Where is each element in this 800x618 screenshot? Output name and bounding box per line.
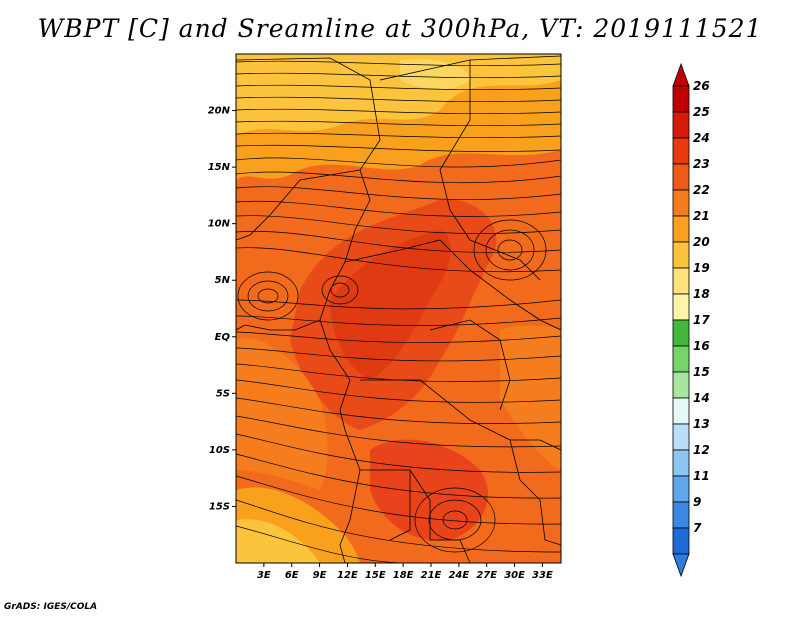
longitude-axis: 3E 6E 9E 12E 15E 18E 21E 24E 27E 30E 33E bbox=[257, 563, 553, 581]
colorbar-label: 19 bbox=[693, 261, 710, 275]
lon-tick-label: 24E bbox=[448, 570, 469, 581]
colorbar-swatch bbox=[672, 371, 690, 399]
colorbar-label: 14 bbox=[693, 391, 710, 405]
colorbar-label: 16 bbox=[693, 339, 710, 353]
plot-frame bbox=[235, 53, 562, 564]
lon-tick-label: 9E bbox=[313, 570, 327, 581]
colorbar-label: 21 bbox=[693, 209, 710, 223]
streamlines bbox=[236, 60, 561, 563]
country-borders bbox=[236, 55, 561, 563]
grads-credit: GrADS: IGES/COLA bbox=[4, 602, 98, 612]
lat-tick-label: 5N bbox=[215, 275, 231, 286]
colorbar: 26 25 24 23 22 21 20 19 18 17 16 15 14 13 12 11 9 7 bbox=[672, 62, 710, 578]
lon-tick-label: 21E bbox=[421, 570, 442, 581]
colorbar-swatch bbox=[672, 475, 690, 503]
colorbar-label: 20 bbox=[693, 235, 710, 249]
colorbar-swatch bbox=[672, 501, 690, 529]
colorbar-swatch bbox=[672, 111, 690, 139]
colorbar-swatch bbox=[672, 293, 690, 321]
lat-tick-label: 10S bbox=[209, 445, 230, 456]
map-title: WBPT [C] and Sreamline at 300hPa, VT: 20… bbox=[37, 14, 763, 43]
lon-tick-label: 27E bbox=[476, 570, 497, 581]
colorbar-label: 23 bbox=[693, 157, 710, 171]
colorbar-swatch bbox=[672, 241, 690, 269]
colorbar-label: 13 bbox=[693, 417, 710, 431]
lat-tick-label: 5S bbox=[216, 388, 230, 399]
colorbar-top-arrow bbox=[672, 62, 690, 87]
colorbar-label: 17 bbox=[693, 313, 710, 327]
colorbar-swatch bbox=[672, 527, 690, 555]
colorbar-label: 11 bbox=[693, 469, 710, 483]
lat-tick-label: EQ bbox=[215, 332, 231, 343]
lon-tick-label: 15E bbox=[365, 570, 386, 581]
colorbar-label: 18 bbox=[693, 287, 710, 301]
colorbar-label: 24 bbox=[693, 131, 710, 145]
colorbar-swatch bbox=[672, 449, 690, 477]
colorbar-label: 22 bbox=[693, 183, 710, 197]
colorbar-swatch bbox=[672, 137, 690, 165]
lon-tick-label: 33E bbox=[532, 570, 553, 581]
colorbar-label: 15 bbox=[693, 365, 710, 379]
latitude-axis: 20N 15N 10N 5N EQ 5S 10S 15S bbox=[208, 106, 236, 512]
colorbar-swatch bbox=[672, 345, 690, 373]
colorbar-label: 26 bbox=[693, 79, 710, 93]
lat-tick-label: 15S bbox=[209, 501, 230, 512]
lon-tick-label: 12E bbox=[337, 570, 358, 581]
colorbar-swatch bbox=[672, 85, 690, 113]
colorbar-swatch bbox=[672, 423, 690, 451]
colorbar-label: 7 bbox=[693, 521, 702, 535]
colorbar-swatch bbox=[672, 267, 690, 295]
lat-tick-label: 10N bbox=[208, 219, 231, 230]
colorbar-swatch bbox=[672, 163, 690, 191]
lon-tick-label: 18E bbox=[393, 570, 414, 581]
colorbar-label: 25 bbox=[693, 105, 710, 119]
lon-tick-label: 3E bbox=[257, 570, 271, 581]
lon-tick-label: 30E bbox=[504, 570, 525, 581]
colorbar-label: 9 bbox=[693, 495, 701, 509]
colorbar-swatch bbox=[672, 189, 690, 217]
lon-tick-label: 6E bbox=[285, 570, 299, 581]
lat-tick-label: 15N bbox=[208, 162, 231, 173]
colorbar-swatch bbox=[672, 319, 690, 347]
colorbar-swatch bbox=[672, 215, 690, 243]
lat-tick-label: 20N bbox=[208, 106, 231, 117]
colorbar-swatch bbox=[672, 397, 690, 425]
colorbar-label: 12 bbox=[693, 443, 710, 457]
colorbar-bottom-arrow bbox=[672, 553, 690, 578]
